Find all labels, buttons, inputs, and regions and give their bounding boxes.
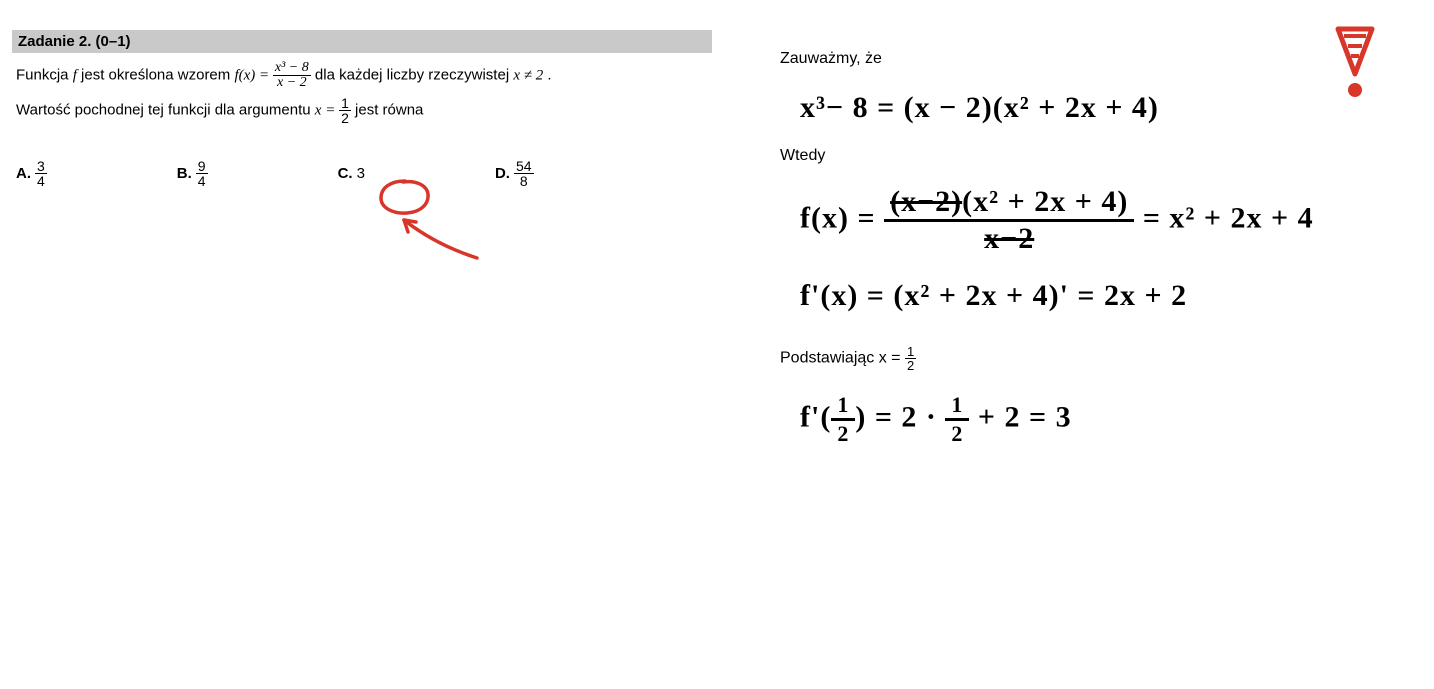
equation-3: f'(x) = (x² + 2x + 4)' = 2x + 2 bbox=[800, 276, 1420, 315]
task-header: Zadanie 2. (0–1) bbox=[12, 30, 712, 53]
eq-lhs: f'( bbox=[800, 400, 831, 433]
eq-rhs: + 2 = 3 bbox=[969, 400, 1071, 433]
exclamation-icon bbox=[1330, 24, 1380, 104]
eq-rhs: = x² + 2x + 4 bbox=[1134, 201, 1313, 234]
denominator-cancelled: x−2 bbox=[884, 222, 1134, 256]
equation-2: f(x) = (x−2)(x² + 2x + 4) x−2 = x² + 2x … bbox=[800, 185, 1420, 256]
denominator: 2 bbox=[831, 421, 855, 447]
answers-row: A. 3 4 B. 9 4 C. 3 D. 54 8 bbox=[12, 131, 712, 188]
term: (x² + 2x + 4) bbox=[962, 185, 1128, 218]
answer-label: C. bbox=[338, 165, 353, 182]
equation-4: f'( 1 2 ) = 2 · 1 2 + 2 = 3 bbox=[800, 392, 1420, 447]
fraction: x³ − 8 x − 2 bbox=[273, 61, 311, 90]
denominator: 2 bbox=[339, 111, 351, 125]
note-3: Podstawiając x = 1 2 bbox=[780, 345, 1420, 372]
numerator: 54 bbox=[514, 159, 534, 174]
eq-lhs: f(x) = bbox=[800, 201, 884, 234]
x-equals: x = bbox=[315, 102, 339, 118]
text: . bbox=[547, 66, 551, 83]
numerator: 3 bbox=[35, 159, 47, 174]
text: Funkcja bbox=[16, 66, 73, 83]
fraction: 1 2 bbox=[831, 392, 855, 447]
note-2: Wtedy bbox=[780, 147, 1420, 165]
arrow-icon bbox=[392, 210, 482, 265]
text: dla każdej liczby rzeczywistej bbox=[315, 66, 513, 83]
fraction: 1 2 bbox=[905, 345, 916, 372]
fraction: (x−2)(x² + 2x + 4) x−2 bbox=[884, 185, 1134, 256]
cancelled-term: (x−2) bbox=[890, 185, 962, 218]
fraction: 54 8 bbox=[514, 159, 534, 188]
eq-mid: ) = 2 · bbox=[855, 400, 945, 433]
denominator: 2 bbox=[905, 359, 916, 372]
answer-label: D. bbox=[495, 165, 510, 182]
function-symbol: f bbox=[73, 67, 77, 83]
denominator: 2 bbox=[945, 421, 969, 447]
problem-panel: Zadanie 2. (0–1) Funkcja f jest określon… bbox=[12, 30, 712, 188]
fx-equals: f(x) = bbox=[234, 67, 272, 83]
denominator: 4 bbox=[35, 174, 47, 188]
denominator: 4 bbox=[196, 174, 208, 188]
answer-label: A. bbox=[16, 165, 31, 182]
answer-label: B. bbox=[177, 165, 192, 182]
numerator: 1 bbox=[945, 392, 969, 421]
condition: x ≠ 2 bbox=[513, 67, 543, 83]
answer-d: D. 54 8 bbox=[495, 159, 534, 188]
numerator: 9 bbox=[196, 159, 208, 174]
text: jest równa bbox=[355, 101, 423, 118]
problem-line-2: Wartość pochodnej tej funkcji dla argume… bbox=[16, 96, 708, 125]
answer-value: 3 bbox=[357, 165, 365, 182]
equation-1: x³− 8 = (x − 2)(x² + 2x + 4) bbox=[800, 88, 1420, 127]
numerator: (x−2)(x² + 2x + 4) bbox=[884, 185, 1134, 222]
answer-c: C. 3 bbox=[338, 159, 365, 188]
denominator: x − 2 bbox=[273, 76, 311, 90]
answer-b: B. 9 4 bbox=[177, 159, 208, 188]
denominator: 8 bbox=[514, 174, 534, 188]
fraction: 1 2 bbox=[945, 392, 969, 447]
text: Wartość pochodnej tej funkcji dla argume… bbox=[16, 101, 315, 118]
fraction: 3 4 bbox=[35, 159, 47, 188]
solution-panel: Zauważmy, że x³− 8 = (x − 2)(x² + 2x + 4… bbox=[780, 30, 1420, 467]
answer-a: A. 3 4 bbox=[16, 159, 47, 188]
text: Podstawiając x = bbox=[780, 350, 905, 367]
numerator: 1 bbox=[339, 96, 351, 111]
numerator: 1 bbox=[831, 392, 855, 421]
numerator: 1 bbox=[905, 345, 916, 359]
fraction: 9 4 bbox=[196, 159, 208, 188]
problem-body: Funkcja f jest określona wzorem f(x) = x… bbox=[12, 53, 712, 125]
note-1: Zauważmy, że bbox=[780, 50, 1420, 68]
numerator: x³ − 8 bbox=[273, 61, 311, 76]
text: jest określona wzorem bbox=[81, 66, 234, 83]
fraction: 1 2 bbox=[339, 96, 351, 125]
problem-line-1: Funkcja f jest określona wzorem f(x) = x… bbox=[16, 61, 708, 90]
